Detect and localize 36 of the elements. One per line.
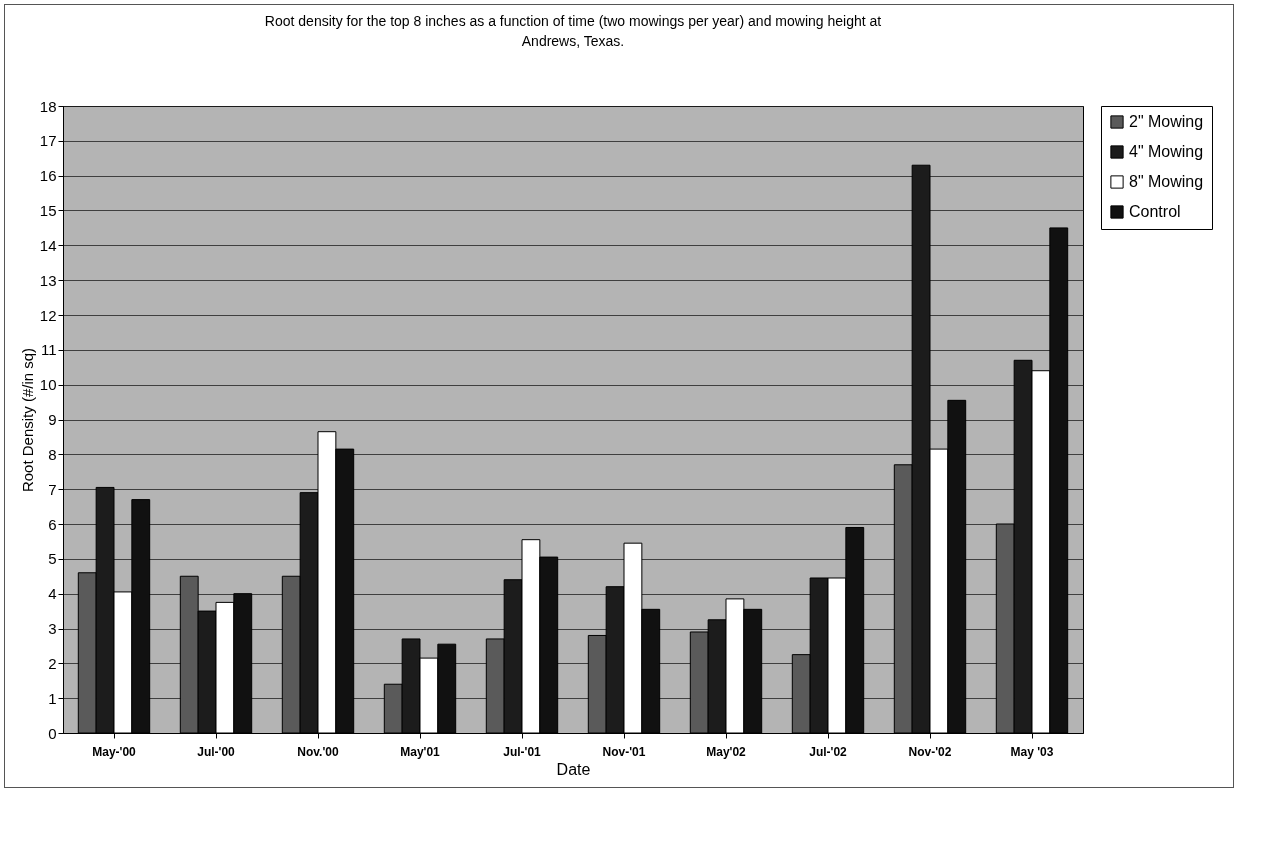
x-tick-label: Nov-'02 [908, 744, 952, 759]
y-tick-label: 16 [39, 167, 57, 185]
x-tick-label: Jul-'01 [503, 744, 542, 759]
x-tick-label: May'01 [400, 744, 441, 759]
x-tick-label: May '03 [1010, 744, 1054, 759]
y-tick-label: 11 [40, 341, 57, 359]
y-tick-label: 9 [48, 411, 57, 428]
y-tick-label: 12 [39, 306, 57, 324]
y-tick-label: 1 [48, 689, 57, 707]
x-tick-label: May'02 [706, 744, 747, 759]
x-axis-title: Date [556, 760, 591, 778]
x-tick-label: Nov.'00 [297, 744, 339, 759]
y-tick-label: 4 [48, 585, 57, 603]
x-tick-label: May-'00 [92, 744, 137, 759]
y-tick-label: 6 [48, 515, 57, 533]
y-tick-label: 14 [39, 236, 57, 254]
y-tick-label: 0 [48, 724, 57, 742]
x-tick-label: Jul-'02 [809, 744, 848, 759]
chart-title: Root density for the top 8 inches as a function of time (two mowings per year) and mowing height at Andrews, Texas. [264, 13, 882, 49]
y-tick-label: 5 [48, 550, 57, 568]
y-tick-label: 8 [48, 445, 57, 463]
y-tick-label: 3 [48, 620, 57, 637]
y-tick-label: 2 [48, 654, 57, 672]
y-axis-title: Root Density (#/in sq) [18, 347, 36, 493]
legend-label: 8" Mowing [1129, 173, 1204, 190]
y-tick-label: 13 [39, 271, 57, 289]
y-tick-label: 10 [39, 376, 57, 394]
y-tick-label: 15 [39, 202, 57, 219]
y-tick-label: 18 [39, 97, 57, 115]
legend-label: Control [1129, 203, 1181, 220]
y-tick-label: 17 [39, 132, 57, 150]
x-tick-label: Jul-'00 [197, 744, 236, 759]
x-tick-label: Nov-'01 [602, 744, 646, 759]
legend-label: 4" Mowing [1129, 143, 1204, 160]
legend-label: 2" Mowing [1129, 113, 1204, 130]
y-tick-label: 7 [48, 480, 57, 498]
